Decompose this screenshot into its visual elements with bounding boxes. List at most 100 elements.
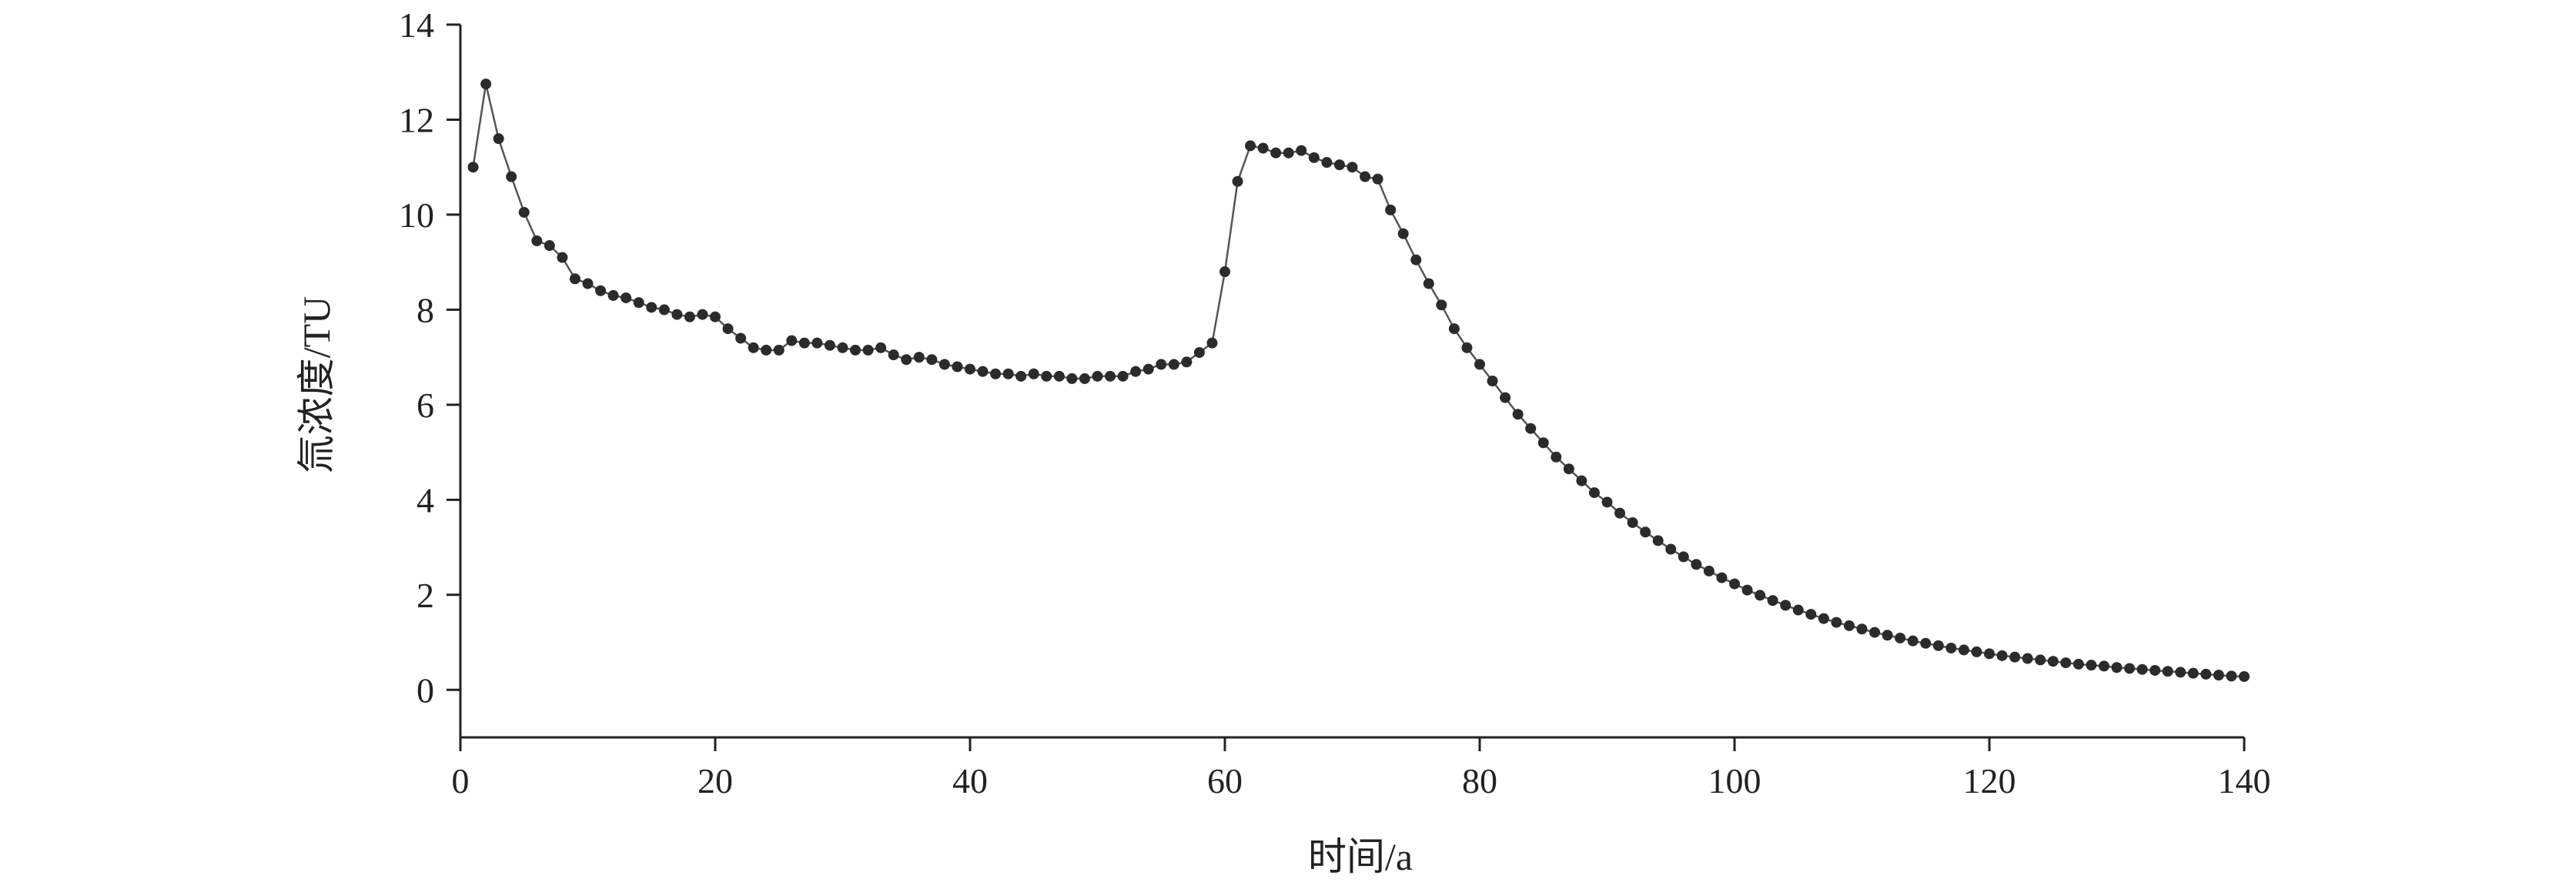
- data-point: [646, 302, 657, 313]
- data-point: [2149, 664, 2161, 676]
- data-point: [901, 354, 912, 366]
- data-point: [1066, 373, 1078, 384]
- data-point: [582, 278, 594, 289]
- x-axis-title: 时间/a: [1308, 835, 1413, 878]
- data-point: [1487, 376, 1498, 386]
- data-point: [1219, 266, 1230, 278]
- data-point: [1321, 157, 1333, 169]
- data-point: [531, 235, 543, 246]
- data-point: [1105, 370, 1116, 382]
- data-point: [1716, 572, 1728, 583]
- data-point: [1079, 373, 1090, 384]
- data-point: [2098, 660, 2109, 672]
- data-point: [1920, 637, 1932, 649]
- data-point: [1092, 370, 1103, 382]
- data-point: [2073, 658, 2084, 670]
- data-point: [1678, 551, 1689, 563]
- data-point: [1932, 640, 1944, 651]
- x-tick-label: 140: [2218, 761, 2271, 800]
- data-point: [1971, 646, 1982, 657]
- data-point: [1474, 359, 1485, 370]
- x-tick-label: 0: [452, 761, 470, 800]
- data-point: [773, 344, 785, 356]
- data-point: [1296, 145, 1307, 156]
- data-point: [938, 359, 950, 370]
- data-point: [506, 171, 517, 182]
- data-point: [607, 289, 619, 301]
- data-point: [2047, 656, 2059, 667]
- x-tick-label: 120: [1963, 761, 2016, 800]
- data-point: [480, 79, 492, 90]
- data-point: [2124, 663, 2136, 674]
- y-tick-label: 14: [399, 5, 434, 45]
- data-point: [722, 323, 734, 335]
- data-point: [1792, 604, 1804, 616]
- data-point: [1831, 617, 1842, 628]
- y-axis-title: 氚浓度/TU: [295, 296, 338, 474]
- data-point: [1512, 409, 1524, 420]
- data-point: [1206, 337, 1218, 349]
- data-point: [965, 363, 975, 375]
- data-point: [493, 133, 504, 145]
- data-point: [2187, 667, 2199, 679]
- data-point: [2035, 654, 2046, 666]
- x-tick-label: 40: [952, 761, 988, 800]
- data-point: [1895, 632, 1906, 643]
- data-point: [621, 292, 632, 303]
- data-point: [1168, 359, 1179, 370]
- data-point: [1270, 147, 1282, 159]
- data-point: [1347, 162, 1358, 173]
- data-point: [1945, 642, 1957, 653]
- data-point: [1588, 487, 1600, 499]
- data-point: [1563, 463, 1574, 475]
- data-point: [2022, 653, 2033, 664]
- data-point: [1703, 565, 1715, 577]
- data-point: [748, 342, 759, 353]
- data-point: [1691, 559, 1702, 570]
- data-point: [1053, 370, 1065, 382]
- y-tick-label: 4: [417, 480, 434, 520]
- data-point: [952, 361, 963, 373]
- data-point: [1181, 356, 1193, 368]
- data-point: [1360, 171, 1371, 182]
- data-point: [2086, 660, 2097, 671]
- data-point: [1818, 613, 1829, 624]
- data-point: [798, 337, 810, 349]
- y-tick-label: 2: [417, 576, 434, 615]
- data-point: [1729, 578, 1740, 590]
- x-tick-label: 60: [1207, 761, 1243, 800]
- data-point: [1755, 590, 1766, 601]
- data-point: [1640, 526, 1651, 538]
- data-point: [1958, 644, 1969, 656]
- series-line: [472, 83, 2245, 678]
- data-point: [1652, 535, 1664, 546]
- data-point: [633, 297, 644, 309]
- data-point: [811, 337, 823, 349]
- x-tick-label: 80: [1462, 761, 1497, 800]
- data-point: [1767, 595, 1778, 607]
- data-point: [684, 311, 695, 323]
- data-point: [824, 339, 835, 351]
- data-point: [1436, 299, 1447, 311]
- data-point: [544, 240, 555, 252]
- x-tick-label: 20: [698, 761, 733, 800]
- data-point: [837, 342, 848, 353]
- data-point: [1614, 507, 1626, 519]
- data-point: [1423, 278, 1434, 289]
- data-point: [1410, 254, 1422, 266]
- data-point: [913, 352, 925, 363]
- data-point: [1627, 516, 1638, 528]
- data-point: [2239, 670, 2250, 682]
- data-point: [1869, 627, 1881, 638]
- data-point: [1525, 423, 1537, 434]
- data-point: [990, 368, 1002, 379]
- series-layer: [467, 79, 2250, 682]
- data-point: [1002, 368, 1014, 379]
- data-point: [2226, 670, 2237, 682]
- data-point: [1142, 363, 1154, 375]
- data-point: [1028, 368, 1039, 379]
- data-point: [1130, 366, 1142, 377]
- data-point: [1780, 600, 1791, 611]
- data-point: [1397, 228, 1409, 239]
